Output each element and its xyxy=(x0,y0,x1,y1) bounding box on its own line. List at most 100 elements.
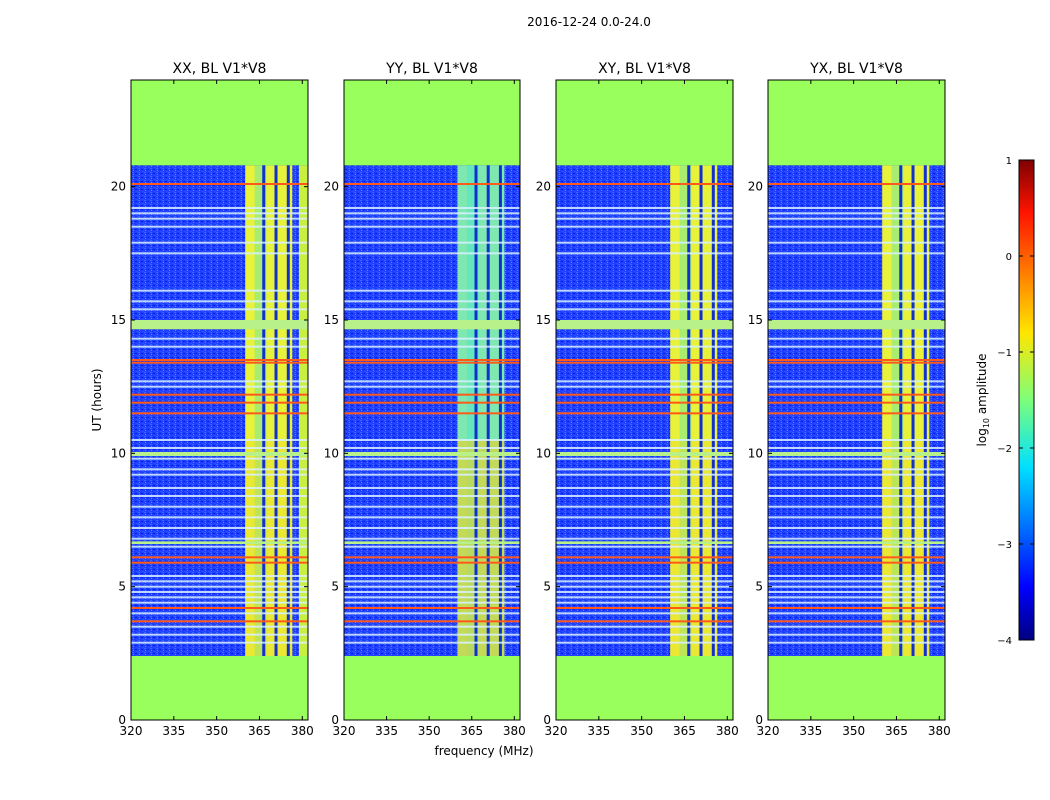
flag-row-light xyxy=(556,300,733,303)
y-tick-label: 15 xyxy=(748,313,763,327)
x-tick-label: 320 xyxy=(545,724,568,738)
colorbar-label-main: log xyxy=(975,428,989,446)
flag-row-light xyxy=(768,241,945,244)
flag-row-orange xyxy=(344,401,520,404)
flag-row-light xyxy=(768,300,945,303)
flag-row-light xyxy=(556,601,733,604)
flag-row-light xyxy=(344,212,520,215)
dropout-channel xyxy=(687,165,691,657)
flag-row-light xyxy=(344,447,520,449)
flag-row-orange xyxy=(556,361,733,364)
flag-row-light xyxy=(344,625,520,628)
flag-row-light xyxy=(131,516,308,519)
flag-row-light xyxy=(344,633,520,636)
flag-row-light xyxy=(344,487,520,489)
flag-row-orange xyxy=(131,620,308,623)
flag-row-light xyxy=(344,545,520,548)
x-tick-label: 335 xyxy=(587,724,610,738)
flag-row-light xyxy=(131,585,308,588)
colorbar-tick-label: 1 xyxy=(1006,156,1012,167)
flag-row-light xyxy=(131,447,308,449)
flag-row-orange xyxy=(131,359,308,361)
x-tick-label: 350 xyxy=(630,724,653,738)
y-tick-label: 20 xyxy=(324,180,339,194)
flag-band-green xyxy=(556,541,733,544)
flag-row-orange xyxy=(131,183,308,185)
flag-row-light xyxy=(131,633,308,636)
band-texture xyxy=(891,165,904,657)
flag-row-orange xyxy=(344,620,520,623)
x-tick-label: 365 xyxy=(885,724,908,738)
flag-row-light xyxy=(768,537,945,540)
edge-bright-strip xyxy=(298,165,308,657)
x-tick-label: 350 xyxy=(418,724,441,738)
flag-row-light xyxy=(768,487,945,489)
flag-row-light xyxy=(768,308,945,311)
flag-band-green xyxy=(131,320,308,330)
bright-band xyxy=(670,165,718,657)
flag-row-light xyxy=(556,473,733,476)
flag-row-light xyxy=(344,527,520,529)
flag-row-orange xyxy=(344,556,520,559)
flag-row-light xyxy=(344,575,520,577)
flag-row-light xyxy=(131,439,308,441)
flag-band-green xyxy=(344,320,520,330)
flag-band-green xyxy=(344,452,520,456)
flag-band-green xyxy=(344,541,520,544)
x-tick-label: 335 xyxy=(162,724,185,738)
flag-row-light xyxy=(556,537,733,540)
panel-1: XX, BL V1*V8 320 335 350 365 380 0 5 10 15 20 UT (h… xyxy=(90,61,314,738)
flag-row-light xyxy=(768,225,945,228)
flag-row-light xyxy=(556,468,733,471)
flag-row-light xyxy=(768,439,945,441)
x-tick-label: 335 xyxy=(799,724,822,738)
colorbar-label: log10 amplitude xyxy=(975,354,991,447)
flag-row-light xyxy=(768,575,945,577)
flag-row-light xyxy=(556,575,733,577)
panel-title: XX, BL V1*V8 xyxy=(173,61,267,77)
colorbar-tick-label: −1 xyxy=(997,348,1012,359)
flag-band-green xyxy=(131,541,308,544)
flag-row-light xyxy=(131,641,308,644)
x-tick-label: 320 xyxy=(333,724,356,738)
flag-row-light xyxy=(131,225,308,228)
flag-row-light xyxy=(768,527,945,529)
flag-row-light xyxy=(131,625,308,628)
flag-row-light xyxy=(131,457,308,460)
flag-row-light xyxy=(131,596,308,599)
colorbar-ticks: 1 0 −1 −2 −3 −4 xyxy=(997,156,1034,647)
flag-row-light xyxy=(556,580,733,583)
flag-row-light xyxy=(556,345,733,348)
y-tick-label: 15 xyxy=(324,313,339,327)
flag-row-light xyxy=(768,252,945,255)
band-lower-hot xyxy=(457,440,505,656)
flag-row-orange xyxy=(768,620,945,623)
flag-row-light xyxy=(556,337,733,340)
flag-row-orange xyxy=(556,412,733,415)
flag-row-orange xyxy=(131,401,308,404)
flag-row-orange xyxy=(768,393,945,396)
flag-row-light xyxy=(768,380,945,383)
flag-row-orange xyxy=(344,607,520,609)
y-tick-label: 20 xyxy=(536,180,551,194)
dropout-channel xyxy=(486,165,490,657)
flag-row-light xyxy=(344,207,520,209)
dropout-channel xyxy=(923,165,927,657)
y-tick-label: 10 xyxy=(536,446,551,460)
panel-4: YX, BL V1*V8 320 335 350 365 380 0 5 10 15 20 xyxy=(748,61,951,738)
figure-title: 2016-12-24 0.0-24.0 xyxy=(527,15,651,29)
y-tick-label: 5 xyxy=(118,580,126,594)
flag-row-orange xyxy=(344,361,520,364)
colorbar-label-rest: amplitude xyxy=(975,354,989,418)
band-texture xyxy=(679,165,692,657)
flag-row-light xyxy=(556,385,733,388)
flag-row-orange xyxy=(556,359,733,361)
flag-row-light xyxy=(556,633,733,636)
y-axis-label: UT (hours) xyxy=(90,368,104,431)
flag-row-light xyxy=(344,495,520,497)
flag-row-light xyxy=(344,345,520,348)
flag-row-light xyxy=(556,380,733,383)
flag-row-light xyxy=(556,591,733,593)
flag-row-orange xyxy=(556,561,733,564)
flag-row-light xyxy=(131,207,308,209)
